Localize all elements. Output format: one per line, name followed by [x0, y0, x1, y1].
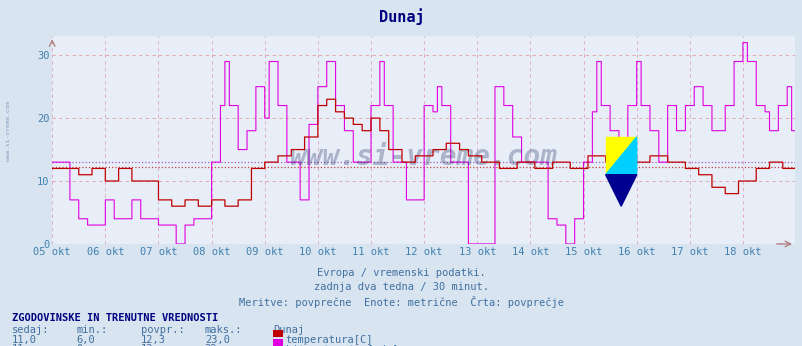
- Text: Dunaj: Dunaj: [273, 325, 304, 335]
- Text: www.si-vreme.com: www.si-vreme.com: [290, 143, 557, 171]
- Text: zadnja dva tedna / 30 minut.: zadnja dva tedna / 30 minut.: [314, 282, 488, 292]
- Text: 12,3: 12,3: [140, 335, 165, 345]
- Text: 32: 32: [205, 344, 217, 346]
- Text: sedaj:: sedaj:: [12, 325, 50, 335]
- Text: 11,0: 11,0: [12, 335, 37, 345]
- Text: hitrost vetra[m/s]: hitrost vetra[m/s]: [286, 344, 398, 346]
- Text: Evropa / vremenski podatki.: Evropa / vremenski podatki.: [317, 268, 485, 278]
- Text: 0: 0: [76, 344, 83, 346]
- Text: Dunaj: Dunaj: [379, 9, 423, 26]
- Polygon shape: [605, 137, 636, 175]
- Text: www.si-vreme.com: www.si-vreme.com: [6, 101, 10, 162]
- Text: Meritve: povprečne  Enote: metrične  Črta: povprečje: Meritve: povprečne Enote: metrične Črta:…: [239, 296, 563, 308]
- Text: maks.:: maks.:: [205, 325, 242, 335]
- Text: temperatura[C]: temperatura[C]: [286, 335, 373, 345]
- Text: povpr.:: povpr.:: [140, 325, 184, 335]
- Text: 11: 11: [12, 344, 25, 346]
- Polygon shape: [605, 175, 636, 206]
- Polygon shape: [605, 137, 636, 175]
- Text: ZGODOVINSKE IN TRENUTNE VREDNOSTI: ZGODOVINSKE IN TRENUTNE VREDNOSTI: [12, 313, 218, 323]
- Text: 6,0: 6,0: [76, 335, 95, 345]
- Text: 13: 13: [140, 344, 153, 346]
- Text: 23,0: 23,0: [205, 335, 229, 345]
- Text: min.:: min.:: [76, 325, 107, 335]
